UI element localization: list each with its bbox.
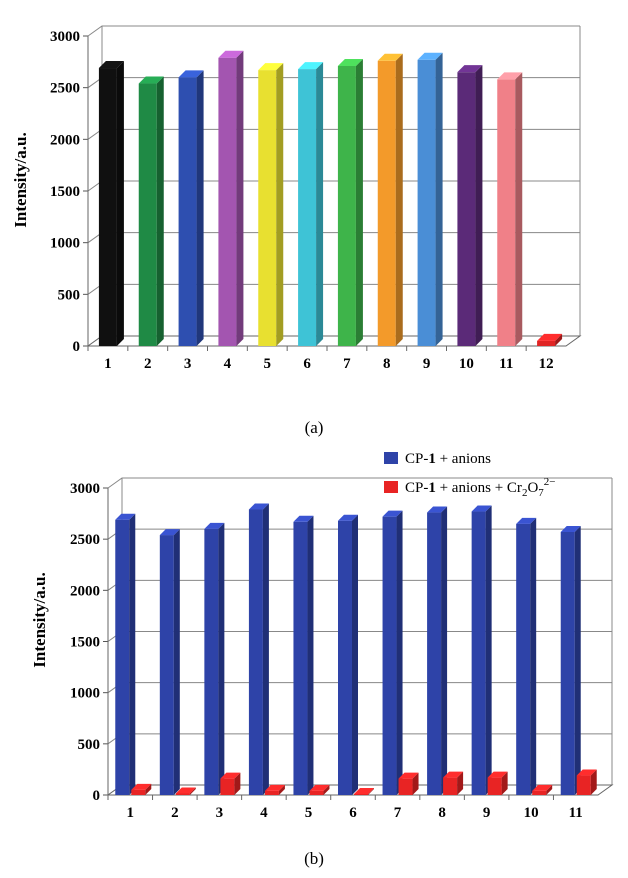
bar (98, 61, 124, 347)
chart-b: 0 500 1000 1500 2000 2500 3000 1 2 3 4 5 6 7 8 9 10 11 I… (30, 451, 614, 868)
bar-series-1 (338, 514, 358, 795)
legend-swatch-series-2 (384, 481, 398, 493)
gridline (107, 579, 612, 591)
x-tick-label: 4 (224, 356, 232, 372)
y-tick-label: 0 (73, 339, 81, 355)
x-tick-label: 6 (349, 805, 357, 821)
bar-series-2 (309, 784, 330, 795)
bar (497, 72, 523, 347)
bar-series-1 (382, 510, 403, 795)
chart-b-panel-label: (b) (304, 849, 324, 868)
gridline (107, 477, 612, 489)
chart-b-y-ticks: 0 500 1000 1500 2000 2500 3000 (70, 481, 100, 804)
bar-series-1 (204, 522, 225, 795)
x-tick-label: 11 (569, 805, 583, 821)
bar-series-1 (516, 517, 537, 795)
x-tick-label: 5 (305, 805, 313, 821)
bar-series-1 (293, 515, 314, 795)
bar-series-2 (576, 769, 597, 795)
x-tick-label: 3 (184, 356, 192, 372)
x-tick-label: 12 (539, 356, 554, 372)
x-tick-label: 1 (127, 805, 135, 821)
y-tick-label: 500 (58, 287, 81, 303)
x-tick-label: 9 (423, 356, 431, 372)
legend-swatch-series-1 (384, 452, 398, 464)
y-tick-label: 1000 (70, 686, 100, 702)
y-tick-label: 2500 (70, 532, 100, 548)
x-tick-label: 5 (264, 356, 272, 372)
gridline (107, 528, 612, 540)
bar (298, 62, 324, 347)
bar-series-2 (175, 787, 196, 795)
bar (457, 65, 483, 347)
bar-series-2 (220, 772, 241, 795)
gridline (107, 631, 612, 642)
y-tick-label: 2500 (50, 81, 80, 97)
bar-series-2 (131, 783, 152, 795)
bar-series-1 (159, 529, 180, 795)
x-tick-label: 4 (260, 805, 268, 821)
bar (417, 52, 443, 347)
x-tick-label: 7 (394, 805, 402, 821)
x-tick-label: 1 (104, 356, 112, 372)
gridline (107, 682, 612, 694)
chart-a-x-ticks: 1 2 3 4 5 6 7 8 9 10 11 12 (104, 356, 553, 372)
chart-a-panel-label: (a) (305, 418, 324, 437)
bar-series-1 (471, 505, 492, 795)
chart-b-x-ticks: 1 2 3 4 5 6 7 8 9 10 11 (127, 805, 583, 821)
y-tick-label: 500 (78, 737, 101, 753)
bar-series-2 (487, 771, 508, 795)
chart-b-legend: CP-1 + anions CP-1 + anions + Cr2O72− (384, 451, 556, 499)
x-tick-label: 2 (144, 356, 152, 372)
legend-label-series-2: CP-1 + anions + Cr2O72− (405, 476, 556, 499)
bar-series-1 (560, 526, 581, 795)
y-tick-label: 1000 (50, 236, 80, 252)
x-tick-label: 8 (438, 805, 446, 821)
x-tick-label: 2 (171, 805, 179, 821)
bar (258, 63, 284, 346)
y-tick-label: 0 (93, 788, 101, 804)
chart-a-bars (98, 50, 563, 347)
bar-series-2 (398, 772, 419, 795)
x-tick-label: 7 (343, 356, 351, 372)
y-tick-label: 1500 (70, 635, 100, 651)
x-tick-label: 10 (524, 805, 539, 821)
legend-label-series-1: CP-1 + anions (405, 451, 491, 467)
x-tick-label: 3 (216, 805, 224, 821)
bar (377, 53, 403, 347)
x-tick-label: 11 (499, 356, 513, 372)
chart-a-y-axis-label: Intensity/a.u. (11, 132, 30, 227)
y-tick-label: 3000 (70, 481, 100, 497)
bar-series-2 (354, 787, 374, 795)
bar (138, 76, 164, 347)
gridline (87, 25, 580, 37)
bar-series-1 (115, 513, 136, 795)
bar-series-2 (443, 771, 464, 795)
x-tick-label: 8 (383, 356, 391, 372)
bar (337, 58, 363, 346)
y-tick-label: 2000 (50, 132, 80, 148)
bar (537, 333, 563, 346)
x-tick-label: 10 (459, 356, 474, 372)
chart-b-bars (115, 503, 597, 795)
x-tick-label: 6 (303, 356, 311, 372)
x-tick-label: 9 (483, 805, 491, 821)
bar (218, 50, 244, 346)
chart-a-y-ticks: 0 500 1000 1500 2000 2500 3000 (50, 29, 80, 355)
bar-series-1 (427, 506, 448, 795)
bar-series-2 (264, 784, 285, 795)
chart-b-y-axis-label: Intensity/a.u. (30, 572, 49, 667)
gridline (107, 733, 612, 745)
bar-series-1 (248, 503, 269, 795)
bar-series-2 (532, 784, 553, 795)
bar (178, 70, 204, 346)
y-tick-label: 2000 (70, 583, 100, 599)
y-tick-label: 1500 (50, 184, 80, 200)
y-tick-label: 3000 (50, 29, 80, 45)
